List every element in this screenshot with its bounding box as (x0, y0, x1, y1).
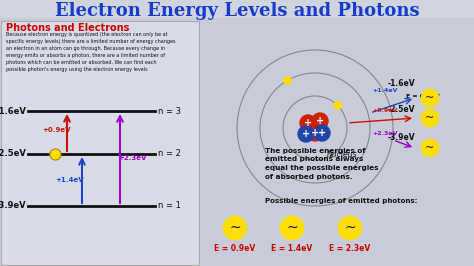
Text: ~: ~ (229, 221, 241, 235)
Text: +: + (316, 116, 324, 126)
Text: n = 1: n = 1 (158, 202, 181, 210)
Text: E = 1.4eV: E = 1.4eV (272, 244, 313, 253)
Circle shape (223, 216, 247, 240)
Text: n = 2: n = 2 (158, 149, 181, 159)
Circle shape (280, 216, 304, 240)
Circle shape (338, 216, 362, 240)
Text: +: + (304, 118, 312, 128)
Circle shape (421, 89, 439, 107)
Text: +0.9eV: +0.9eV (43, 127, 71, 134)
Circle shape (283, 76, 292, 84)
Text: +1.4eV: +1.4eV (372, 88, 398, 93)
Text: Photons and Electrons: Photons and Electrons (6, 23, 129, 33)
Text: ~: ~ (425, 113, 435, 123)
Text: Possible energies of emitted photons:: Possible energies of emitted photons: (265, 198, 418, 204)
Circle shape (312, 113, 328, 129)
Text: +2.3eV: +2.3eV (118, 156, 146, 161)
Text: +2.3eV: +2.3eV (372, 131, 398, 136)
Text: ~: ~ (425, 93, 435, 103)
Text: -1.6eV: -1.6eV (388, 78, 416, 88)
Circle shape (421, 109, 439, 127)
Text: ~: ~ (425, 143, 435, 153)
FancyBboxPatch shape (0, 0, 474, 18)
Text: +0.9eV: +0.9eV (372, 108, 398, 113)
Circle shape (298, 126, 314, 142)
Circle shape (314, 125, 330, 141)
Circle shape (300, 115, 316, 131)
Text: Electron Energy Levels and Photons: Electron Energy Levels and Photons (55, 2, 419, 20)
Text: The possible energies of
emitted photons always
equal the possible energies
of a: The possible energies of emitted photons… (265, 148, 379, 180)
Text: ~: ~ (344, 221, 356, 235)
Text: Nucleus: Nucleus (327, 150, 357, 159)
Text: ~: ~ (286, 221, 298, 235)
Text: -3.9eV: -3.9eV (0, 202, 26, 210)
Circle shape (421, 139, 439, 157)
Text: Because electron energy is quantized (the electron can only be at
specific energ: Because electron energy is quantized (th… (6, 32, 175, 72)
Text: E = 0.9eV: E = 0.9eV (406, 94, 440, 98)
Text: -1.6eV: -1.6eV (0, 106, 26, 115)
Text: +: + (318, 128, 326, 138)
Text: n = 3: n = 3 (158, 106, 181, 115)
Text: -3.9eV: -3.9eV (388, 134, 416, 143)
Text: -2.5eV: -2.5eV (388, 106, 416, 114)
Text: -2.5eV: -2.5eV (0, 149, 26, 159)
Text: +1.4eV: +1.4eV (55, 177, 84, 183)
Text: E = 2.3eV: E = 2.3eV (329, 244, 371, 253)
FancyBboxPatch shape (1, 21, 199, 265)
Text: +: + (302, 129, 310, 139)
Text: +: + (311, 128, 319, 138)
Text: E = 0.9eV: E = 0.9eV (214, 244, 255, 253)
Circle shape (307, 125, 323, 141)
Circle shape (334, 101, 342, 109)
